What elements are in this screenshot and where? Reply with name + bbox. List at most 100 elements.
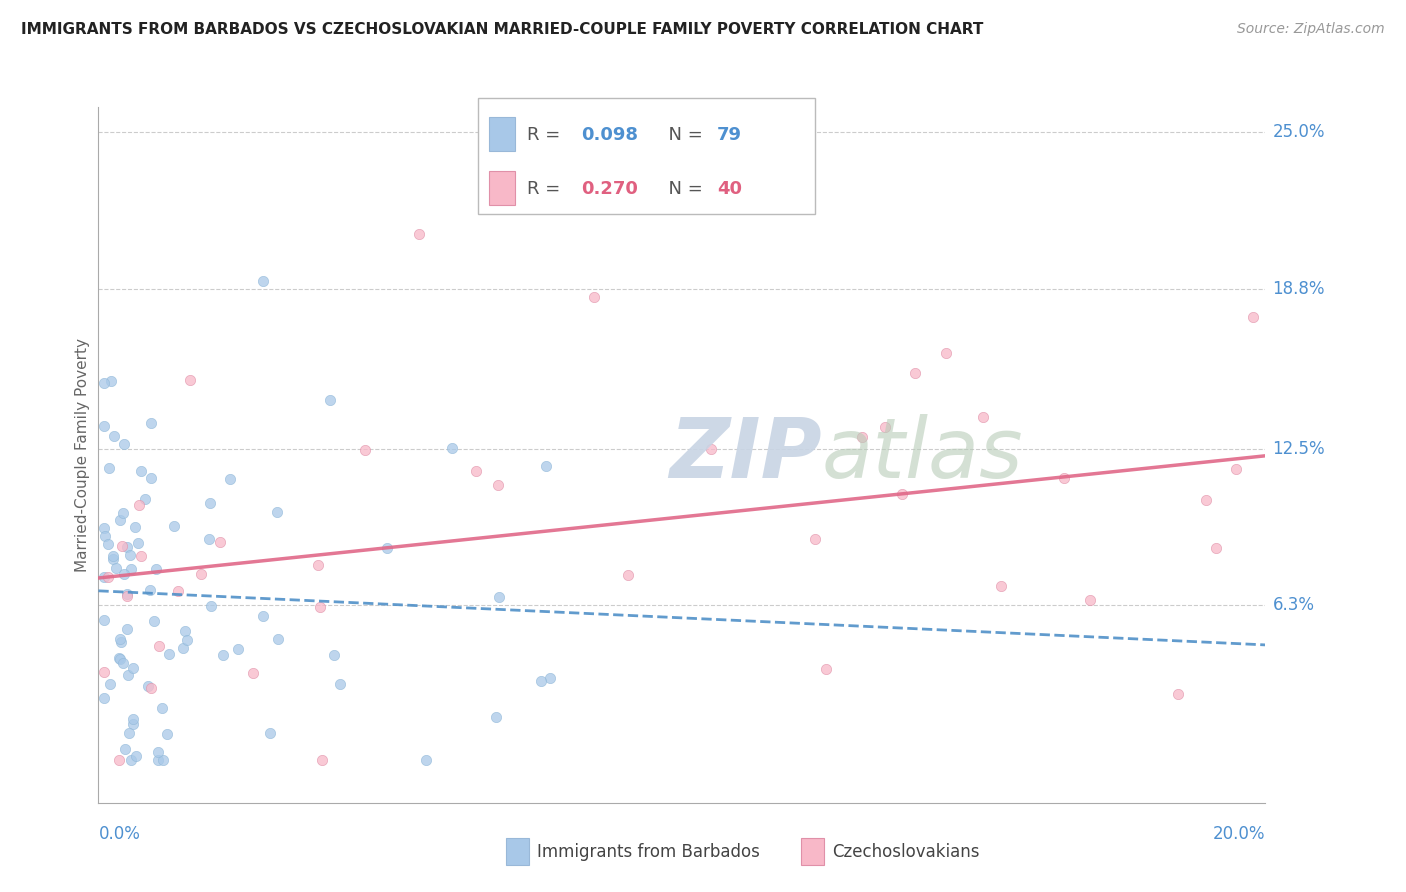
Point — [267, 632, 290, 646]
Point — [851, 430, 873, 444]
Point — [108, 513, 131, 527]
Point — [122, 661, 145, 675]
Point — [904, 366, 927, 380]
Point — [329, 677, 352, 691]
Point — [166, 584, 188, 599]
Point — [530, 673, 553, 688]
Point — [814, 662, 837, 676]
Point — [117, 668, 139, 682]
Point — [139, 582, 162, 597]
Point — [485, 710, 508, 724]
Point — [148, 639, 170, 653]
Point — [152, 753, 174, 767]
Point — [157, 647, 180, 661]
Text: 79: 79 — [717, 127, 742, 145]
Point — [198, 532, 221, 546]
Text: ZIP: ZIP — [669, 415, 823, 495]
Point — [115, 622, 138, 636]
Point — [174, 624, 197, 639]
Text: R =: R = — [527, 179, 567, 197]
Point — [972, 410, 994, 425]
Point — [118, 548, 141, 562]
Point — [259, 726, 281, 740]
Point — [990, 579, 1012, 593]
Point — [156, 727, 179, 741]
Point — [129, 549, 152, 563]
Text: 25.0%: 25.0% — [1272, 123, 1324, 141]
Point — [93, 418, 115, 433]
Point — [209, 534, 232, 549]
Point — [200, 599, 222, 614]
Point — [319, 392, 342, 407]
Point — [105, 561, 128, 575]
Point — [146, 745, 169, 759]
Point — [534, 458, 557, 473]
Point — [172, 640, 194, 655]
Text: 0.0%: 0.0% — [98, 825, 141, 843]
Point — [129, 464, 152, 478]
Point — [107, 753, 129, 767]
Point — [1205, 541, 1227, 555]
Point — [124, 749, 146, 764]
Point — [112, 437, 135, 451]
Text: 0.270: 0.270 — [581, 179, 637, 197]
Point — [112, 657, 135, 671]
Point — [150, 701, 173, 715]
Point — [464, 463, 486, 477]
Text: 0.098: 0.098 — [581, 127, 638, 145]
Point — [122, 717, 145, 731]
Point — [103, 429, 125, 443]
Point — [308, 600, 330, 615]
Point — [228, 642, 250, 657]
Point — [163, 519, 186, 533]
Text: 40: 40 — [717, 179, 742, 197]
Point — [935, 346, 957, 360]
Point — [488, 590, 510, 604]
Point — [93, 376, 115, 390]
Point — [616, 567, 638, 582]
Point — [486, 477, 509, 491]
Point — [1241, 310, 1264, 324]
Point — [145, 562, 167, 576]
Point — [148, 753, 170, 767]
Point — [100, 375, 122, 389]
Point — [115, 589, 138, 603]
Text: Czechoslovakians: Czechoslovakians — [832, 843, 980, 861]
Point — [415, 753, 437, 767]
Point — [110, 539, 132, 553]
Point — [101, 552, 124, 566]
Point — [143, 614, 166, 628]
Point — [873, 420, 896, 434]
Point — [108, 652, 131, 666]
Point — [891, 487, 914, 501]
Point — [120, 753, 142, 767]
Point — [139, 681, 162, 696]
Point — [115, 587, 138, 601]
Text: Immigrants from Barbados: Immigrants from Barbados — [537, 843, 761, 861]
Point — [134, 491, 156, 506]
Text: N =: N = — [657, 179, 709, 197]
Point — [179, 373, 201, 387]
Text: IMMIGRANTS FROM BARBADOS VS CZECHOSLOVAKIAN MARRIED-COUPLE FAMILY POVERTY CORREL: IMMIGRANTS FROM BARBADOS VS CZECHOSLOVAK… — [21, 22, 983, 37]
Point — [1225, 462, 1247, 476]
Point — [441, 442, 464, 456]
Point — [107, 651, 129, 665]
Point — [138, 679, 160, 693]
Point — [700, 442, 723, 456]
Point — [212, 648, 235, 662]
Point — [122, 712, 145, 726]
Point — [108, 632, 131, 646]
Point — [266, 505, 288, 519]
Point — [120, 562, 142, 576]
Point — [583, 290, 606, 304]
Text: 18.8%: 18.8% — [1272, 280, 1324, 298]
Point — [93, 614, 115, 628]
Point — [242, 666, 264, 681]
Point — [98, 676, 121, 690]
Point — [118, 725, 141, 739]
Text: N =: N = — [657, 127, 709, 145]
Point — [804, 532, 827, 546]
Point — [408, 227, 430, 241]
Y-axis label: Married-Couple Family Poverty: Married-Couple Family Poverty — [75, 338, 90, 572]
Point — [200, 495, 222, 509]
